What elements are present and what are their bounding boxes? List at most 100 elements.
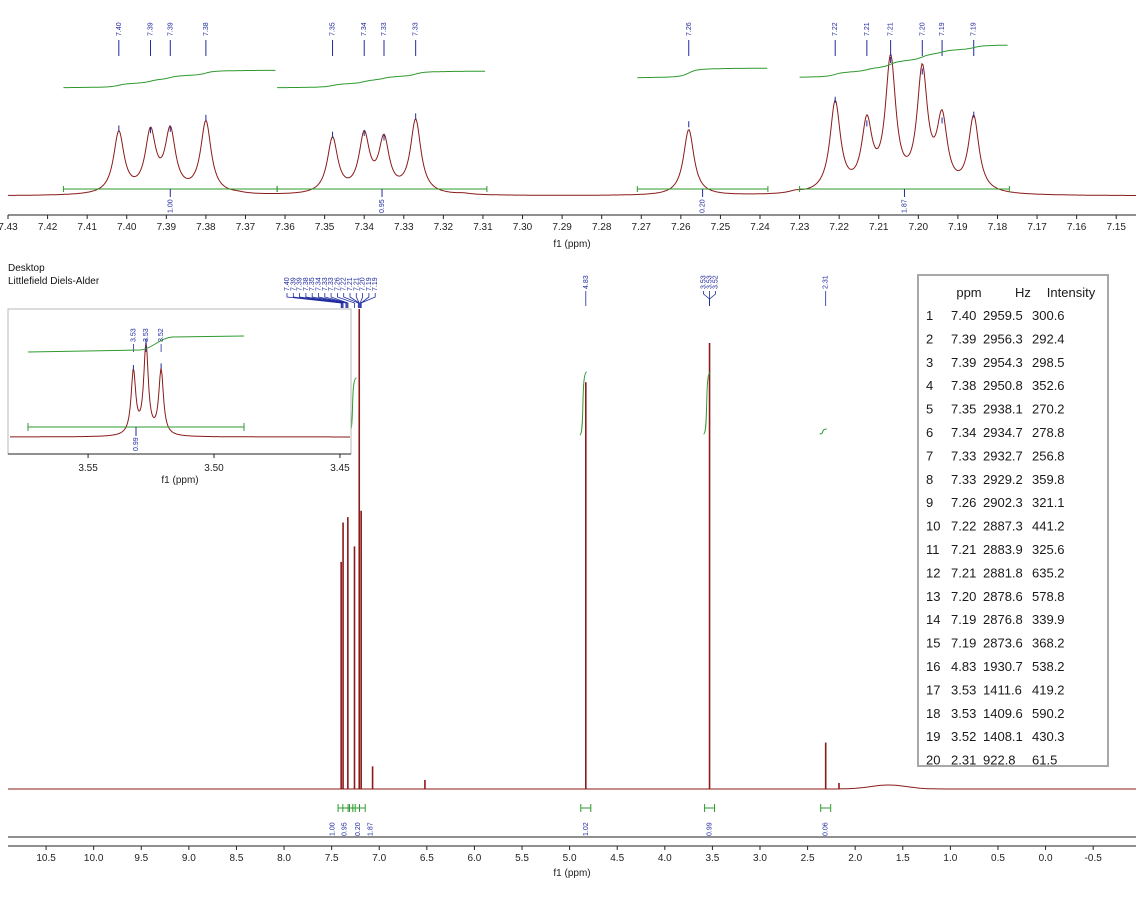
peak-table-ppm: 7.39 — [951, 331, 976, 346]
main-peak-connector — [337, 293, 355, 308]
main-peak-label: 7.39 — [290, 277, 297, 291]
peak-table-index: 16 — [926, 659, 940, 674]
peak-table-ppm: 7.21 — [951, 542, 976, 557]
peak-table-intensity: 578.8 — [1032, 589, 1065, 604]
peak-table-intensity: 441.2 — [1032, 519, 1065, 534]
peak-table-hz: 2959.5 — [983, 308, 1023, 323]
top-tick-label: 7.27 — [632, 222, 652, 233]
inset-spectrum-trace — [10, 341, 350, 438]
main-peak-connector — [330, 293, 349, 308]
peak-table-ppm: 7.34 — [951, 425, 976, 440]
top-tick-label: 7.31 — [473, 222, 493, 233]
peak-table-intensity: 430.3 — [1032, 729, 1065, 744]
peak-table-ppm: 7.38 — [951, 378, 976, 393]
inset-tick-label: 3.55 — [78, 463, 98, 474]
inset-peak-label: 3.52 — [158, 328, 165, 342]
main-tick-label: 7.5 — [325, 853, 339, 864]
top-tick-label: 7.29 — [552, 222, 572, 233]
peak-table-index: 6 — [926, 425, 933, 440]
main-tick-label: 1.0 — [943, 853, 957, 864]
peak-table-hz: 2902.3 — [983, 495, 1023, 510]
main-peak-connector — [305, 293, 344, 308]
main-peak-connector — [311, 293, 347, 308]
peak-table-intensity: 359.8 — [1032, 472, 1065, 487]
main-integral-label: 0.99 — [707, 822, 714, 836]
main-peak-label: 7.22 — [341, 277, 348, 291]
main-integral-label: 0.20 — [355, 822, 362, 836]
peak-table-intensity: 300.6 — [1032, 308, 1065, 323]
peak-table-intensity: 352.6 — [1032, 378, 1065, 393]
main-peak-label: 3.53 — [707, 275, 714, 289]
main-peak-connector — [709, 291, 716, 306]
peak-table-intensity: 292.4 — [1032, 331, 1065, 346]
peak-table-index: 20 — [926, 753, 940, 768]
top-peak-label: 7.33 — [381, 22, 388, 36]
main-tick-label: 10.0 — [84, 853, 104, 864]
top-peak-label: 7.39 — [147, 22, 154, 36]
top-tick-label: 7.33 — [394, 222, 414, 233]
top-tick-label: 7.25 — [711, 222, 731, 233]
peak-table-hz: 2876.8 — [983, 612, 1023, 627]
main-peak-connector — [286, 293, 342, 308]
peak-table-intensity: 256.8 — [1032, 448, 1065, 463]
main-baseline — [8, 784, 1136, 790]
main-integral-step — [819, 428, 827, 435]
top-peak-label: 7.38 — [203, 22, 210, 36]
main-tick-label: 0.0 — [1039, 853, 1053, 864]
peak-table-ppm: 3.53 — [951, 706, 976, 721]
main-peak-label: 7.39 — [297, 277, 304, 291]
peak-table-ppm: 7.19 — [951, 612, 976, 627]
top-tick-label: 7.32 — [434, 222, 454, 233]
peak-table-ppm: 7.26 — [951, 495, 976, 510]
top-integral-curve — [63, 69, 276, 89]
top-tick-label: 7.20 — [909, 222, 929, 233]
main-tick-label: 1.5 — [896, 853, 910, 864]
main-peak-connector — [343, 293, 359, 308]
top-tick-label: 7.30 — [513, 222, 533, 233]
top-tick-label: 7.22 — [829, 222, 849, 233]
main-integral-label: 1.00 — [330, 822, 337, 836]
peak-table-hz: 2883.9 — [983, 542, 1023, 557]
peak-table-hz: 2878.6 — [983, 589, 1023, 604]
top-axis-title: f1 (ppm) — [553, 239, 590, 250]
top-peak-label: 7.26 — [686, 22, 693, 36]
top-peak-label: 7.21 — [864, 22, 871, 36]
top-tick-label: 7.34 — [354, 222, 374, 233]
peak-table-hz: 2950.8 — [983, 378, 1023, 393]
main-peak-label: 3.53 — [701, 275, 708, 289]
peak-table-index: 2 — [926, 331, 933, 346]
peak-table-hz: 1409.6 — [983, 706, 1023, 721]
inset-integral-label: 0.99 — [133, 437, 140, 451]
peak-table-intensity: 61.5 — [1032, 753, 1057, 768]
peak-table-hz: 1930.7 — [983, 659, 1023, 674]
main-integral-step — [579, 371, 588, 436]
top-peak-label: 7.20 — [919, 22, 926, 36]
main-peak-label: 7.33 — [328, 277, 335, 291]
peak-table-intensity: 339.9 — [1032, 612, 1065, 627]
peak-table-intensity: 270.2 — [1032, 402, 1065, 417]
peak-table-index: 18 — [926, 706, 940, 721]
main-tick-label: 5.0 — [563, 853, 577, 864]
top-integral-label: 1.87 — [901, 199, 908, 213]
top-tick-label: 7.18 — [988, 222, 1008, 233]
peak-table-ppm: 7.39 — [951, 355, 976, 370]
peak-table-intensity: 278.8 — [1032, 425, 1065, 440]
main-tick-label: 8.5 — [230, 853, 244, 864]
top-peak-label: 7.21 — [888, 22, 895, 36]
main-peak-label: 7.21 — [353, 277, 360, 291]
top-tick-label: 7.16 — [1067, 222, 1087, 233]
main-peak-label: 4.83 — [583, 275, 590, 289]
peak-table-index: 11 — [926, 542, 940, 557]
top-tick-label: 7.40 — [117, 222, 137, 233]
peak-table-index: 1 — [926, 308, 933, 323]
peak-table-header-ppm: ppm — [956, 285, 981, 300]
peak-table-hz: 2956.3 — [983, 331, 1023, 346]
inset-axis-title: f1 (ppm) — [161, 475, 198, 486]
main-tick-label: 8.0 — [277, 853, 291, 864]
top-peak-label: 7.34 — [361, 22, 368, 36]
peak-table-hz: 2934.7 — [983, 425, 1023, 440]
top-tick-label: 7.28 — [592, 222, 612, 233]
main-peak-label: 7.34 — [316, 277, 323, 291]
top-tick-label: 7.15 — [1106, 222, 1126, 233]
